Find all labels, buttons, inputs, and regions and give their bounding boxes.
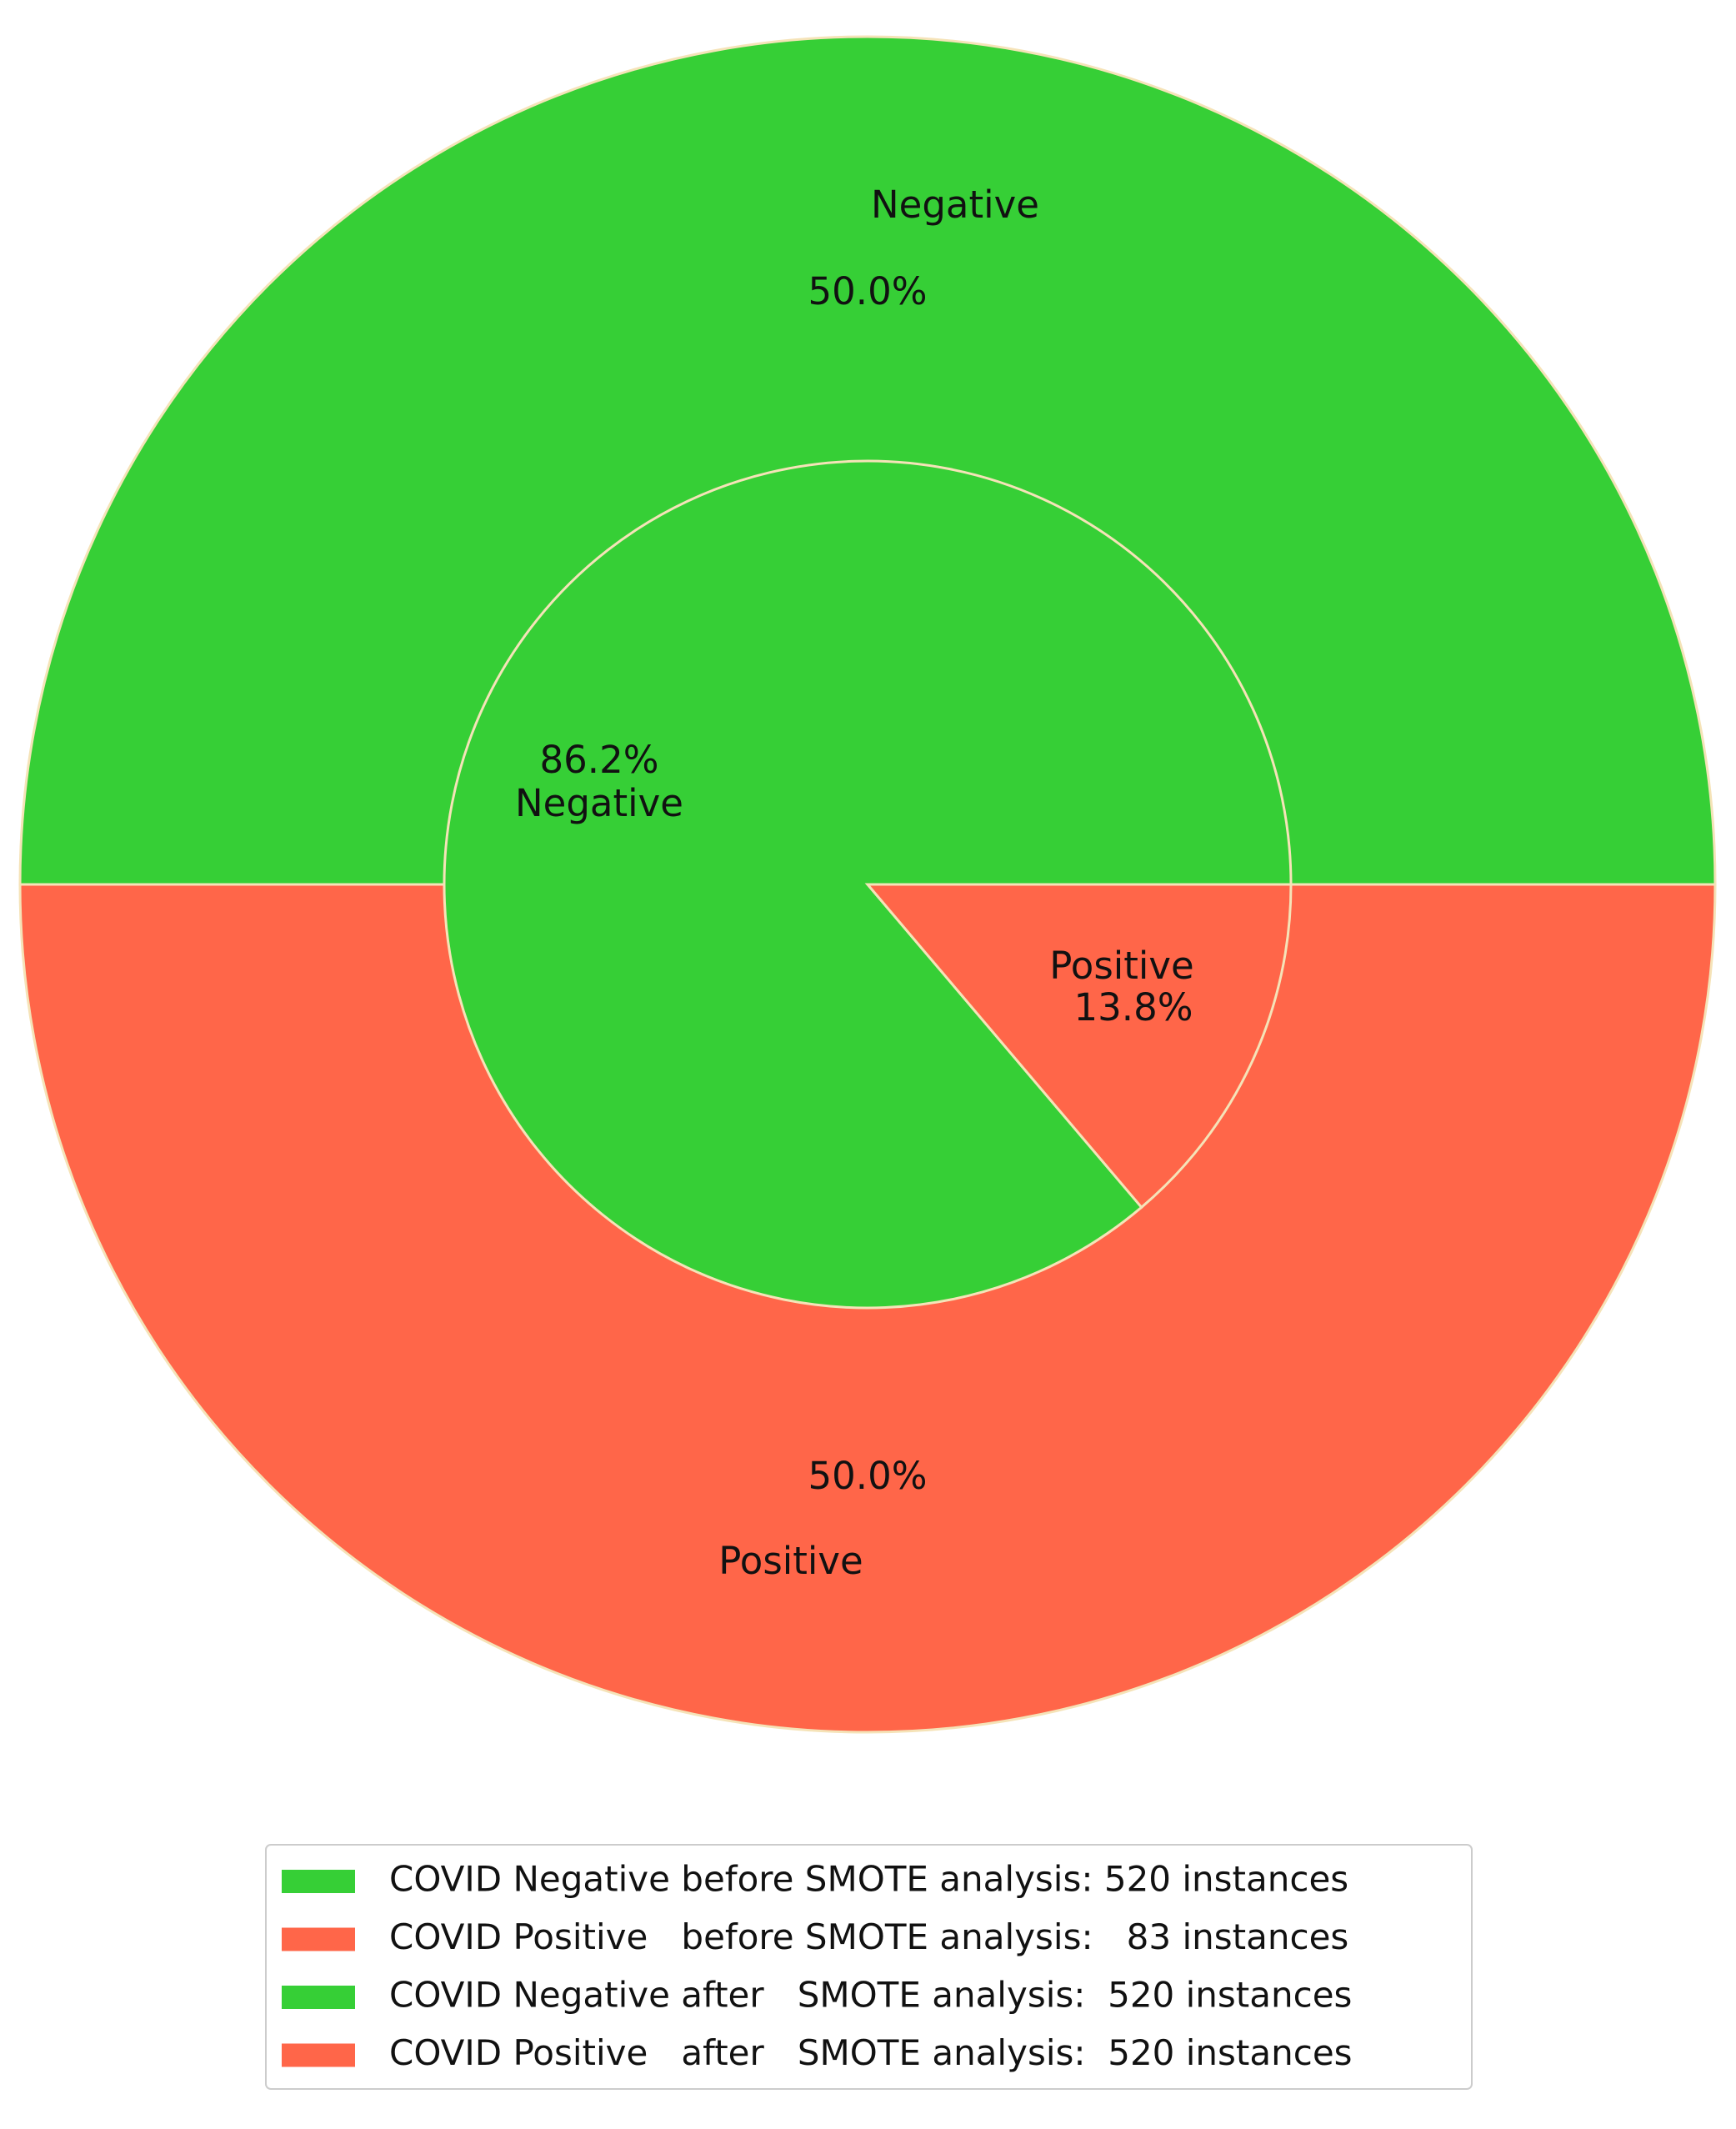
legend-swatch — [282, 1870, 355, 1893]
slice-label: Negative — [871, 183, 1039, 227]
legend-label: COVID Negative after SMOTE analysis: 520… — [389, 1975, 1352, 2016]
value-label: 50.0% — [808, 269, 928, 313]
legend-swatch — [282, 2043, 355, 2067]
value-label: 86.2% — [540, 738, 659, 782]
legend-label: COVID Positive after SMOTE analysis: 520… — [389, 2032, 1353, 2073]
legend-swatch — [282, 1986, 355, 2009]
value-label: 13.8% — [1074, 985, 1193, 1029]
slice-label: Positive — [1049, 944, 1193, 988]
slice-label: Negative — [515, 781, 683, 825]
legend-swatch — [282, 1927, 355, 1951]
slice-label: Positive — [718, 1539, 863, 1583]
legend-box — [265, 1844, 1473, 2090]
pie-slice — [864, 883, 1293, 1210]
value-label: 50.0% — [808, 1454, 928, 1498]
legend-label: COVID Negative before SMOTE analysis: 52… — [389, 1859, 1348, 1900]
legend-label: COVID Positive before SMOTE analysis: 83… — [389, 1916, 1348, 1957]
